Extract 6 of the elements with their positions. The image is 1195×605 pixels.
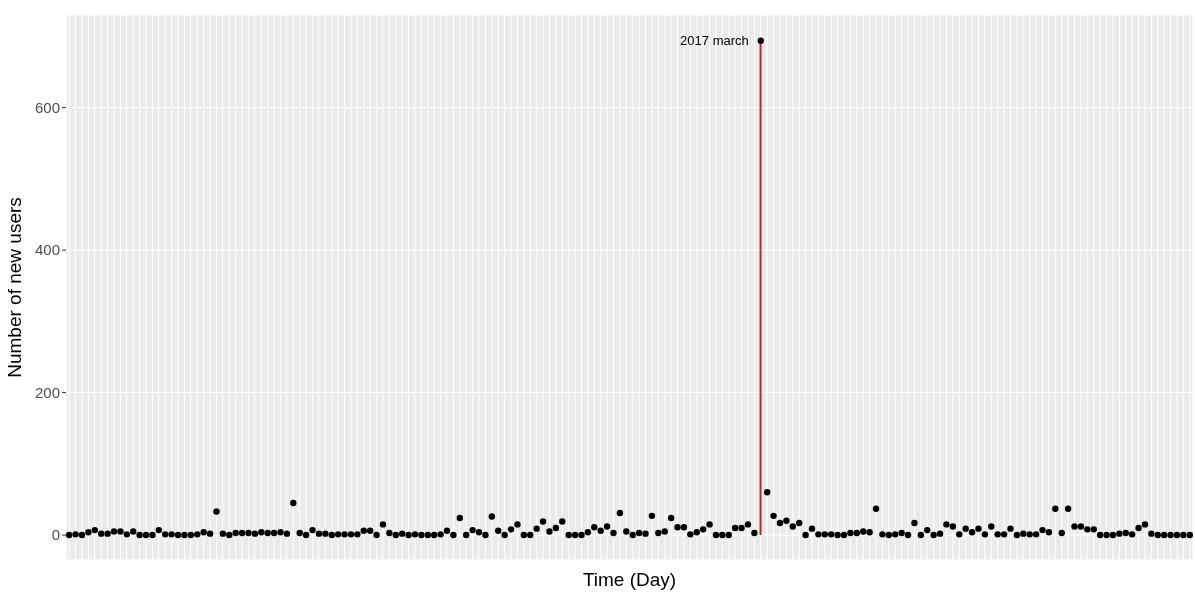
y-tick-label: 400 <box>34 241 60 259</box>
y-tick-label: 200 <box>34 383 60 401</box>
y-tick-label: 0 <box>51 526 60 544</box>
x-axis-title: Time (Day) <box>582 569 677 590</box>
annotation: 2017 march <box>680 33 749 49</box>
y-tick-label: 600 <box>34 98 60 116</box>
